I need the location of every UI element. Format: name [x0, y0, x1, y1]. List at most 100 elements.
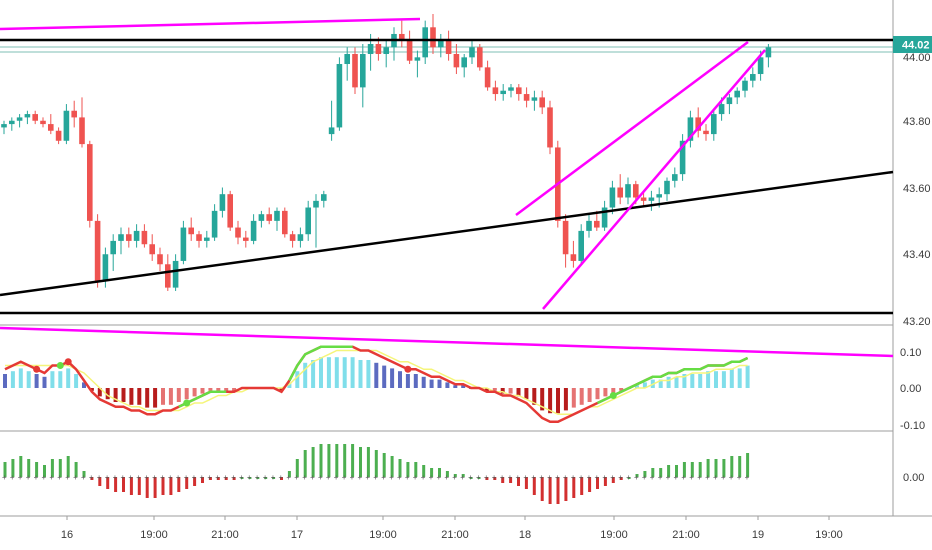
osc-histogram-bar: [524, 388, 529, 400]
momentum-bar: [722, 459, 726, 477]
momentum-cross-marker: +: [263, 473, 268, 482]
x-tick-label: 21:00: [441, 529, 469, 541]
momentum-cross-marker: +: [144, 473, 149, 482]
momentum-cross-marker: +: [484, 473, 489, 482]
x-tick-label: 19:00: [140, 529, 168, 541]
candle-body: [640, 197, 647, 201]
momentum-cross-marker: +: [342, 473, 347, 482]
momentum-cross-marker: +: [113, 473, 118, 482]
momentum-cross-marker: +: [689, 473, 694, 482]
momentum-bar: [532, 477, 536, 495]
candle-body: [102, 254, 109, 281]
osc-histogram-bar: [690, 374, 695, 388]
y-tick-label: 44.00: [903, 52, 931, 64]
momentum-bar: [564, 477, 568, 501]
momentum-cross-marker: +: [444, 473, 449, 482]
osc-histogram-bar: [113, 388, 118, 402]
momentum-bar: [603, 477, 607, 486]
osc-histogram-bar: [137, 388, 142, 405]
candle-body: [235, 227, 241, 238]
candle-body: [172, 260, 179, 288]
momentum-cross-marker: +: [350, 473, 355, 482]
momentum-bar: [445, 471, 449, 477]
momentum-cross-marker: +: [239, 473, 244, 482]
osc-histogram-bar: [10, 371, 15, 388]
momentum-cross-marker: +: [26, 473, 31, 482]
x-tick-label: 19:00: [815, 529, 843, 541]
top-trendline: [0, 17, 421, 31]
candle-body: [438, 40, 444, 48]
osc-histogram-bar: [105, 388, 110, 400]
candle-body: [516, 87, 522, 95]
momentum-cross-marker: +: [650, 473, 655, 482]
momentum-cross-marker: +: [437, 473, 442, 482]
momentum-bar: [675, 465, 678, 477]
momentum-bar: [74, 462, 78, 477]
momentum-bar: [746, 453, 750, 477]
candle-body: [79, 117, 85, 145]
osc-histogram-bar: [97, 388, 102, 397]
momentum-bar: [343, 444, 347, 477]
osc-histogram-bar: [682, 374, 687, 388]
momentum-bar: [27, 459, 31, 477]
momentum-bar: [193, 477, 197, 486]
candle-body: [422, 27, 428, 58]
osc-histogram-bar: [161, 388, 165, 405]
momentum-cross-marker: +: [136, 473, 141, 482]
osc-histogram-bar: [26, 371, 31, 388]
osc-histogram-bar: [366, 360, 371, 388]
momentum-bar: [588, 477, 592, 492]
momentum-cross-marker: +: [429, 473, 434, 482]
momentum-cross-marker: +: [500, 473, 505, 482]
osc-histogram-bar: [729, 368, 734, 388]
momentum-cross-marker: +: [595, 473, 600, 482]
candle-body: [204, 237, 210, 241]
momentum-bar: [690, 462, 694, 477]
candle-body: [765, 47, 772, 58]
osc-histogram-bar: [540, 388, 545, 411]
osc-histogram-bar: [587, 388, 592, 402]
momentum-cross-marker: +: [697, 473, 702, 482]
osc-histogram-bar: [287, 382, 292, 388]
momentum-bar: [161, 477, 165, 495]
osc-histogram-bar: [192, 388, 197, 397]
momentum-cross-marker: +: [318, 473, 323, 482]
osc-histogram-bar: [200, 388, 205, 394]
candle-body: [289, 234, 296, 241]
osc-histogram-bar: [658, 379, 663, 388]
candle-body: [430, 27, 436, 48]
momentum-cross-marker: +: [121, 473, 126, 482]
candle-body: [672, 174, 678, 181]
momentum-cross-marker: +: [128, 473, 133, 482]
momentum-bar: [208, 477, 212, 480]
momentum-cross-marker: +: [587, 473, 592, 482]
osc-histogram-bar: [461, 385, 466, 388]
wedge-upper-line: [515, 40, 749, 217]
candle-body: [110, 240, 116, 255]
osc-histogram-bar: [382, 365, 387, 388]
momentum-bar: [50, 459, 54, 477]
momentum-cross-marker: +: [10, 473, 15, 482]
osc-histogram-bar: [666, 376, 671, 388]
momentum-cross-marker: +: [658, 473, 663, 482]
osc-histogram-bar: [421, 376, 426, 388]
osc-histogram-bar: [145, 388, 150, 408]
momentum-bar: [224, 477, 228, 480]
osc-histogram-bar: [176, 388, 181, 402]
momentum-cross-marker: +: [42, 473, 47, 482]
momentum-cross-marker: +: [618, 473, 623, 482]
osc-histogram-bar: [635, 385, 639, 388]
momentum-bar: [264, 477, 268, 479]
momentum-bar: [122, 477, 125, 492]
momentum-bar: [706, 459, 710, 477]
osc-histogram-bar: [619, 388, 624, 391]
oscillator-line: [5, 349, 748, 416]
momentum-cross-marker: +: [326, 473, 331, 482]
momentum-bar: [295, 459, 299, 477]
momentum-bar: [374, 450, 378, 477]
crossover-dot: [609, 392, 617, 399]
osc-histogram-bar: [484, 388, 489, 391]
momentum-bar: [185, 477, 189, 489]
